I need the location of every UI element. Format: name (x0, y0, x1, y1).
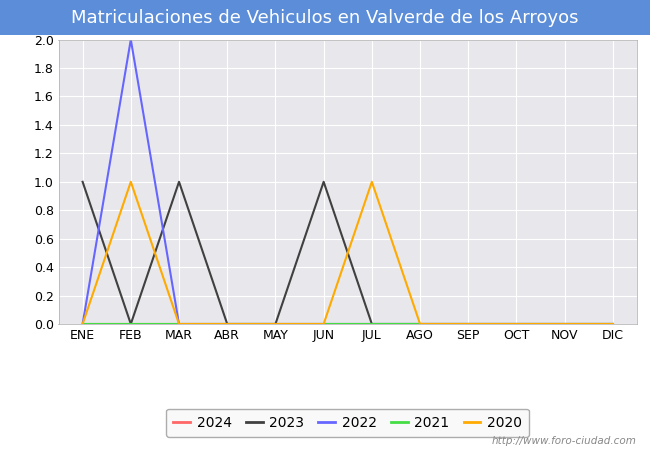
Text: http://www.foro-ciudad.com: http://www.foro-ciudad.com (492, 436, 637, 446)
Legend: 2024, 2023, 2022, 2021, 2020: 2024, 2023, 2022, 2021, 2020 (166, 409, 529, 436)
Text: Matriculaciones de Vehiculos en Valverde de los Arroyos: Matriculaciones de Vehiculos en Valverde… (72, 9, 578, 27)
